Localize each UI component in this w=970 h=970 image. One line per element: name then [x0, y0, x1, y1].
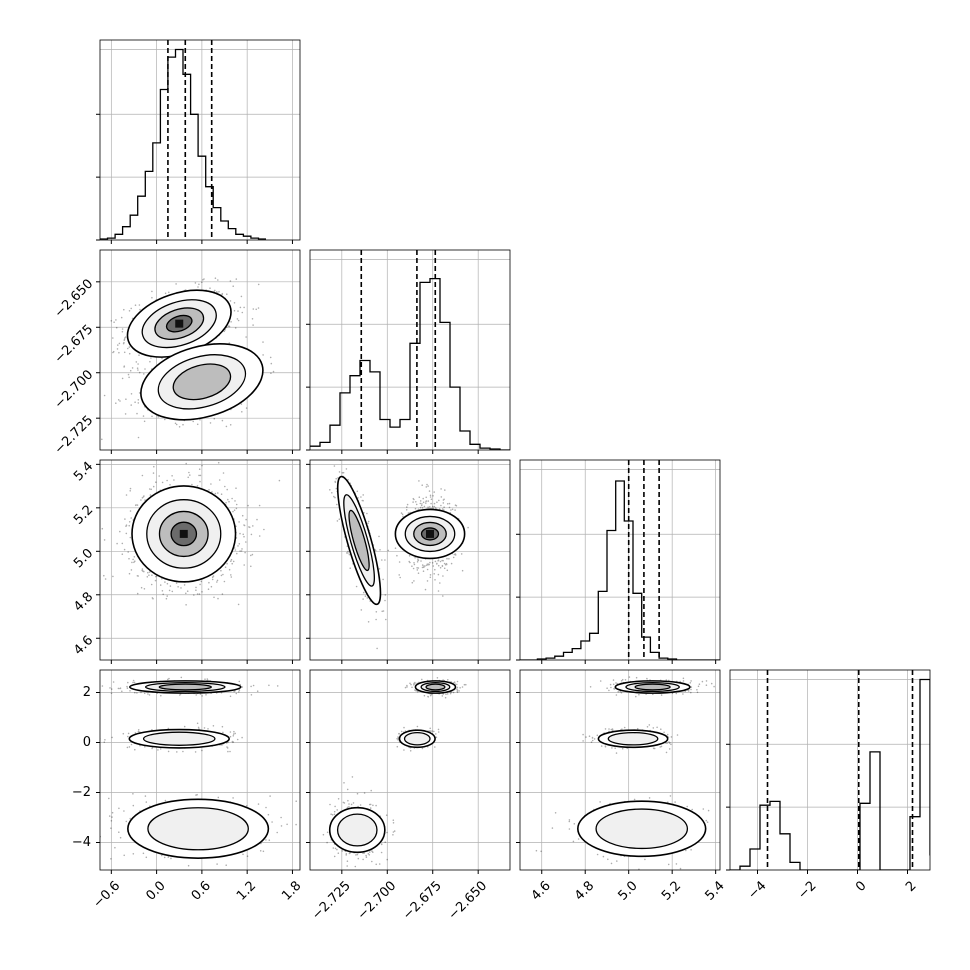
- contour-level-2: [158, 683, 212, 691]
- y-tick-label-p3-3: 2: [83, 685, 91, 700]
- x-tick-label-p1-0: −2.725: [309, 878, 354, 923]
- panel-frame-p30: [99, 669, 301, 871]
- panel-p10-content: [100, 250, 300, 450]
- x-tick-label-p3-2: 0: [853, 878, 869, 894]
- x-tick-label-p3-0: −4: [745, 878, 769, 902]
- contour-level-2: [172, 363, 232, 401]
- histogram-step-line: [310, 277, 510, 450]
- panel-frame-p21: [309, 459, 511, 661]
- y-tick-label-p2-3: 5.2: [71, 503, 96, 528]
- histogram-2-content: [520, 460, 720, 660]
- x-tick-label-p2-2: 5.0: [616, 878, 641, 903]
- y-tick-label-p3-0: −4: [72, 835, 91, 850]
- y-tick-label-p2-0: 4.6: [71, 633, 96, 658]
- x-tick-label-p3-1: −2: [795, 878, 819, 902]
- panel-p20-content: [100, 460, 300, 660]
- x-tick-label-p1-1: −2.700: [355, 878, 400, 923]
- contour-level-1: [336, 813, 378, 847]
- y-tick-label-p1-3: −2.650: [52, 277, 97, 322]
- contour-level-2: [634, 683, 671, 691]
- panel-frame-h3: [729, 669, 931, 871]
- panel-p30-content: [100, 670, 300, 870]
- contour-level-1: [595, 808, 689, 850]
- x-tick-label-p0-1: 0.0: [143, 878, 168, 903]
- panel-frame-p10: [99, 249, 301, 451]
- y-tick-label-p1-2: −2.675: [52, 322, 97, 367]
- y-tick-label-p1-1: −2.700: [52, 367, 97, 412]
- density-peak: [179, 529, 188, 538]
- panel-p21-content: [310, 460, 510, 660]
- histogram-step-line: [730, 678, 930, 870]
- panel-frame-p32: [519, 669, 721, 871]
- y-tick-label-p1-0: −2.725: [52, 413, 97, 458]
- density-peak: [175, 319, 184, 328]
- x-tick-label-p3-3: 2: [903, 878, 919, 894]
- x-tick-label-p1-2: −2.675: [400, 878, 445, 923]
- panel-frame-h0: [99, 39, 301, 241]
- x-tick-label-p2-0: 4.6: [529, 878, 554, 903]
- x-tick-label-p0-4: 1.8: [279, 878, 304, 903]
- contour-level-1: [607, 731, 659, 746]
- x-tick-label-p0-3: 1.2: [234, 878, 259, 903]
- panel-frame-p20: [99, 459, 301, 661]
- panel-frame-h2: [519, 459, 721, 661]
- histogram-step-line: [100, 48, 266, 240]
- x-tick-label-p0-2: 0.6: [189, 878, 214, 903]
- x-tick-label-p1-3: −2.650: [446, 878, 491, 923]
- panel-frame-p31: [309, 669, 511, 871]
- contour-level-2: [425, 683, 446, 691]
- x-tick-label-p2-3: 5.2: [659, 878, 684, 903]
- y-tick-label-p3-2: 0: [83, 735, 91, 750]
- histogram-1-content: [310, 250, 510, 450]
- x-tick-label-p0-0: −0.6: [90, 878, 123, 911]
- y-tick-label-p2-2: 5.0: [71, 546, 96, 571]
- x-tick-label-p2-1: 4.8: [572, 878, 597, 903]
- y-tick-label-p2-1: 4.8: [71, 589, 96, 614]
- contour-level-1: [147, 807, 249, 851]
- panel-frame-h1: [309, 249, 511, 451]
- density-peak: [426, 529, 434, 538]
- contour-level-2: [348, 509, 370, 572]
- x-tick-label-p2-4: 5.4: [702, 878, 727, 903]
- y-tick-label-p3-1: −2: [72, 785, 91, 800]
- panel-p32-content: [520, 670, 720, 870]
- histogram-0-content: [100, 40, 300, 240]
- histogram-step-line: [520, 480, 720, 660]
- panel-p31-content: [310, 670, 510, 870]
- y-tick-label-p2-4: 5.4: [71, 459, 96, 484]
- histogram-3-content: [730, 670, 930, 870]
- contour-level-1: [142, 731, 216, 746]
- contour-level-1: [403, 731, 431, 746]
